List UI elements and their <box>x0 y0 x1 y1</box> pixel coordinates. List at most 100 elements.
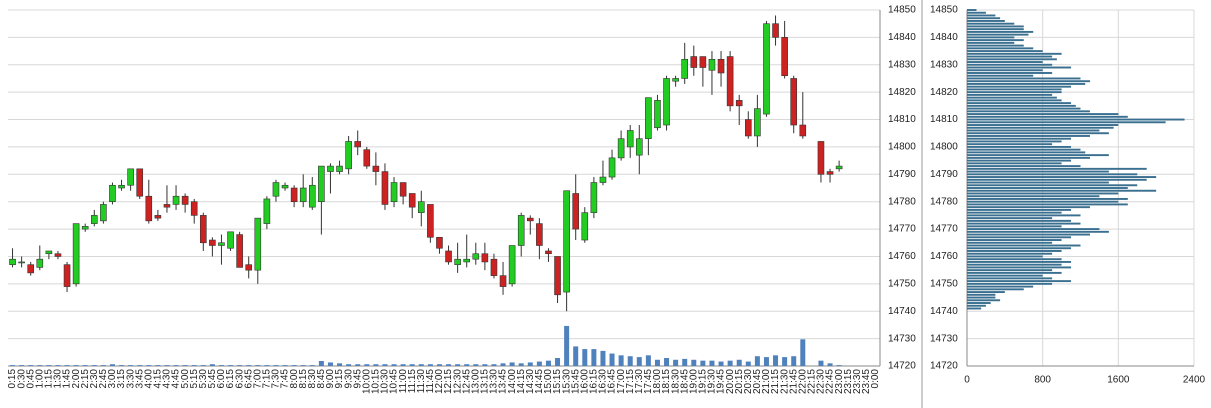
y-tick-label: 14800 <box>930 142 958 153</box>
candle-body <box>508 245 516 285</box>
x-tick-label: 19:45 <box>716 369 727 394</box>
candle-body <box>245 264 253 271</box>
x-tick-label: 14:30 <box>525 369 536 394</box>
volume-bar <box>464 364 470 366</box>
x-tick-label: 22:30 <box>816 369 827 394</box>
volume-bar <box>573 346 579 366</box>
profile-bar <box>967 208 1072 211</box>
volume-bar <box>582 349 588 366</box>
candle-body <box>590 182 598 213</box>
candle-body <box>708 58 716 71</box>
candle-body <box>36 258 44 268</box>
volume-bar <box>391 364 397 366</box>
candle-body <box>617 138 625 159</box>
x-tick-label: 10:15 <box>371 369 382 394</box>
volume-bar <box>418 364 424 366</box>
candle-body <box>799 124 807 137</box>
x-tick-label: 12:15 <box>443 369 454 394</box>
y-tick-label: 14780 <box>888 196 916 207</box>
candle-body <box>90 215 98 224</box>
profile-bar <box>967 288 1024 291</box>
x-tick-label: 12:00 <box>434 369 445 394</box>
volume-bar <box>791 356 797 366</box>
profile-bar <box>967 124 1119 126</box>
volume-bar <box>37 365 43 366</box>
x-tick-label: 20:15 <box>734 369 745 394</box>
profile-bar <box>967 25 1024 28</box>
volume-bar <box>182 365 188 366</box>
candle-body <box>72 223 80 285</box>
profile-bar <box>967 239 1062 241</box>
x-tick-label: 0:30 <box>16 369 27 389</box>
x-tick-label: 9:30 <box>343 369 354 389</box>
profile-bar <box>967 52 1062 55</box>
volume-bar <box>745 361 751 366</box>
y-tick-label: 14740 <box>888 306 916 317</box>
profile-bar <box>967 247 1072 250</box>
x-tick-label: 21:45 <box>788 369 799 394</box>
y-tick-label: 14800 <box>888 142 916 153</box>
volume-bar <box>682 358 688 366</box>
candle-body <box>109 184 116 202</box>
profile-bar <box>967 55 1053 58</box>
candle-body <box>145 195 153 222</box>
candle-body <box>572 193 580 230</box>
profile-bar <box>967 167 1147 170</box>
profile-bar <box>967 151 1086 154</box>
x-tick-label: 16:45 <box>607 369 618 394</box>
candle-body <box>345 141 352 170</box>
x-tick-label: 6:15 <box>225 369 236 389</box>
candle-body <box>399 182 407 197</box>
volume-bar <box>446 364 452 366</box>
volume-bar <box>482 364 488 366</box>
volume-bar <box>727 360 733 366</box>
x-tick-label: 12:45 <box>461 369 472 394</box>
volume-bar <box>609 353 615 366</box>
volume-bar <box>664 357 670 366</box>
x-tick-label: 13:00 <box>470 369 481 394</box>
volume-bar <box>291 365 297 366</box>
volume-bar <box>509 362 515 366</box>
volume-bar <box>800 339 806 366</box>
x-tick-label: 6:30 <box>234 369 245 389</box>
volume-bar <box>427 364 433 366</box>
profile-bar <box>967 17 1001 20</box>
candle-body <box>9 258 16 265</box>
profile-bar <box>967 211 1062 214</box>
profile-bar <box>967 203 1128 206</box>
x-tick-label: 10:45 <box>389 369 400 394</box>
x-tick-label: 19:00 <box>688 369 699 394</box>
volume-bar <box>28 365 34 366</box>
candle-body <box>45 250 53 255</box>
candle-body <box>526 217 534 222</box>
candle-body <box>581 212 589 241</box>
profile-bar <box>967 266 1072 269</box>
candle-body <box>354 141 362 148</box>
volume-bar <box>536 361 542 366</box>
profile-bar <box>967 91 1062 94</box>
y-tick-label: 14840 <box>888 32 916 43</box>
candle-body <box>417 201 425 213</box>
x-tick-label: 21:15 <box>770 369 781 394</box>
x-tick-label: 11:45 <box>425 369 436 394</box>
candle-body <box>81 226 89 230</box>
x-tick-label: 16:30 <box>598 369 609 394</box>
profile-bar <box>967 39 1024 42</box>
y-tick-label: 14770 <box>930 224 958 235</box>
x-tick-label: 3:30 <box>125 369 136 389</box>
volume-bar <box>200 365 206 366</box>
volume-bar <box>645 355 651 366</box>
y-tick-label: 14790 <box>888 169 916 180</box>
volume-bar <box>282 365 288 366</box>
candle-body <box>817 141 825 175</box>
volume-bar <box>164 365 170 366</box>
volume-bar <box>473 364 479 366</box>
profile-bar <box>967 230 1109 233</box>
profile-bar <box>967 41 1015 44</box>
candle-body <box>100 204 107 222</box>
volume-bar <box>128 365 134 366</box>
volume-bar <box>545 360 551 366</box>
candle-body <box>699 56 707 68</box>
volume-bar <box>300 365 306 366</box>
y-tick-label: 14790 <box>930 169 958 180</box>
